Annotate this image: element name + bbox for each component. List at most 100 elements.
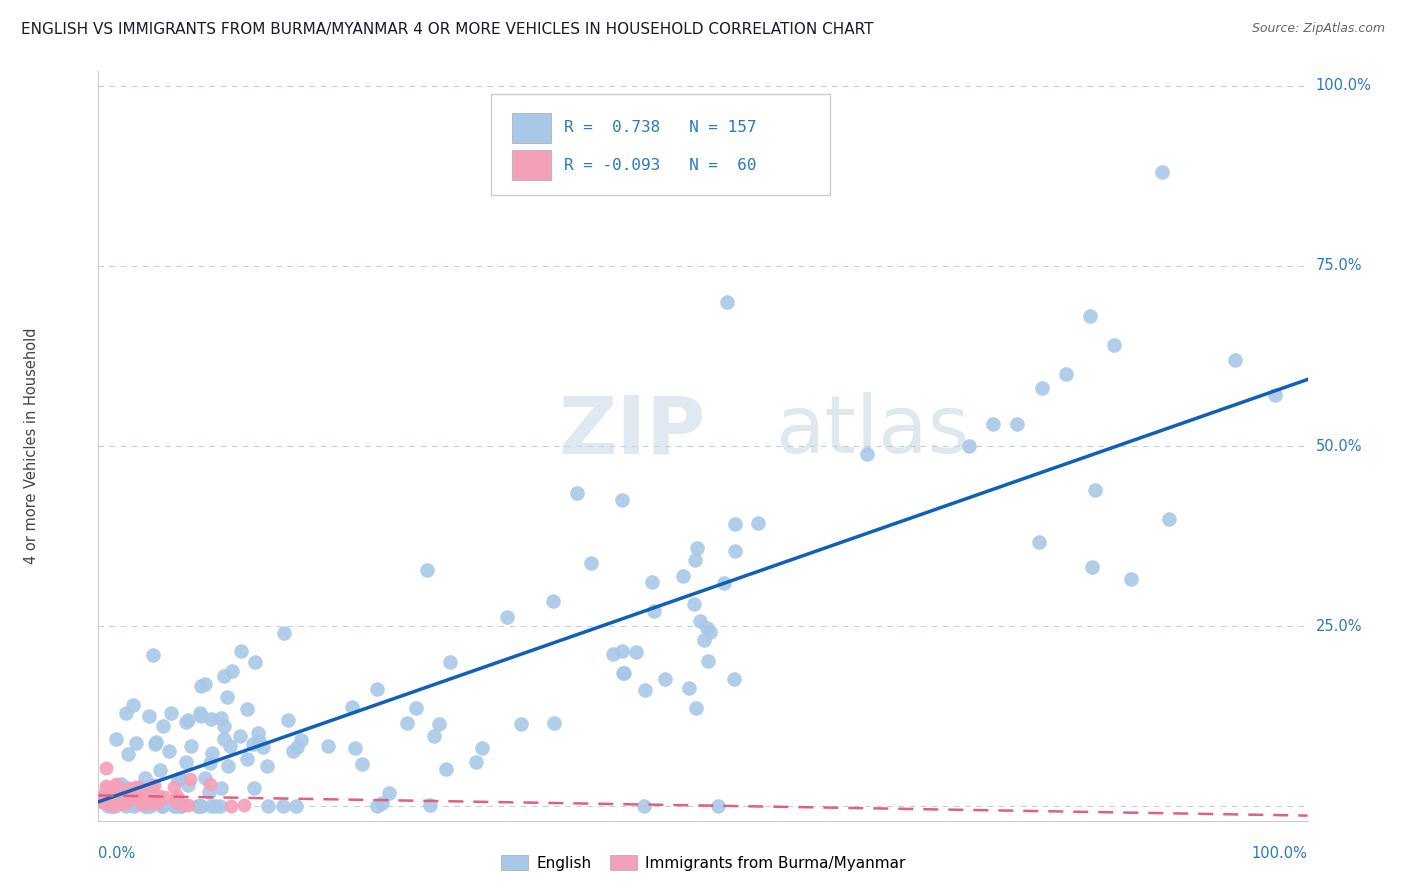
- Point: [163, 780, 186, 794]
- Point: [1102, 338, 1125, 352]
- Point: [256, 759, 278, 773]
- Point: [543, 715, 565, 730]
- Point: [91, 795, 114, 809]
- Text: 50.0%: 50.0%: [1316, 439, 1362, 453]
- Point: [134, 771, 156, 785]
- Point: [427, 717, 450, 731]
- Point: [1119, 572, 1142, 586]
- Point: [104, 732, 127, 747]
- Point: [90, 789, 112, 804]
- Point: [613, 666, 636, 681]
- Point: [190, 709, 212, 723]
- Text: 25.0%: 25.0%: [1316, 619, 1362, 633]
- Point: [190, 799, 212, 814]
- Point: [247, 734, 270, 748]
- Point: [136, 796, 159, 810]
- Point: [221, 665, 243, 679]
- Point: [212, 719, 235, 733]
- Point: [243, 655, 266, 669]
- Point: [134, 799, 156, 814]
- Point: [145, 735, 167, 749]
- Point: [405, 700, 427, 714]
- Point: [439, 655, 461, 669]
- Text: 0.0%: 0.0%: [98, 846, 135, 861]
- Point: [699, 624, 721, 639]
- Point: [101, 790, 124, 805]
- Point: [135, 796, 157, 810]
- Point: [219, 739, 242, 753]
- Point: [170, 799, 193, 814]
- Point: [496, 609, 519, 624]
- Point: [141, 780, 163, 794]
- Point: [208, 799, 231, 814]
- Point: [100, 786, 122, 800]
- Point: [112, 780, 135, 794]
- Point: [103, 797, 125, 811]
- Point: [682, 597, 704, 611]
- Point: [96, 790, 118, 805]
- Point: [696, 622, 718, 636]
- Point: [110, 776, 132, 790]
- Point: [344, 741, 367, 756]
- Point: [422, 729, 444, 743]
- Point: [200, 777, 222, 791]
- Point: [135, 789, 157, 804]
- Text: 100.0%: 100.0%: [1316, 78, 1372, 94]
- Point: [135, 792, 157, 806]
- Point: [160, 706, 183, 720]
- Point: [180, 739, 202, 754]
- Point: [121, 698, 143, 712]
- Point: [97, 796, 120, 810]
- Point: [434, 762, 457, 776]
- Point: [139, 799, 162, 814]
- Point: [285, 740, 308, 755]
- Point: [371, 796, 394, 810]
- Point: [101, 794, 124, 808]
- Point: [148, 789, 170, 803]
- Point: [93, 795, 115, 809]
- Point: [187, 799, 209, 814]
- Point: [143, 778, 166, 792]
- Point: [643, 604, 665, 618]
- Point: [101, 784, 124, 798]
- Point: [115, 799, 138, 814]
- Point: [128, 780, 150, 794]
- Point: [101, 799, 124, 814]
- Point: [103, 793, 125, 807]
- Point: [366, 682, 388, 697]
- Point: [229, 729, 252, 743]
- Text: R = -0.093   N =  60: R = -0.093 N = 60: [564, 158, 756, 172]
- Text: ZIP: ZIP: [558, 392, 706, 470]
- Point: [176, 756, 198, 770]
- Point: [981, 417, 1004, 432]
- Point: [697, 654, 720, 668]
- Point: [510, 717, 533, 731]
- Point: [194, 771, 217, 785]
- Point: [114, 782, 136, 797]
- Point: [672, 569, 695, 583]
- Point: [104, 799, 127, 814]
- Point: [633, 798, 655, 813]
- Point: [143, 737, 166, 751]
- Point: [541, 594, 564, 608]
- Point: [167, 772, 190, 786]
- Point: [138, 709, 160, 723]
- Point: [132, 795, 155, 809]
- Point: [105, 788, 128, 802]
- Point: [641, 575, 664, 590]
- Point: [167, 796, 190, 810]
- Point: [724, 517, 747, 532]
- Text: R =  0.738   N = 157: R = 0.738 N = 157: [564, 120, 756, 135]
- Point: [200, 712, 222, 726]
- Point: [471, 741, 494, 756]
- Point: [105, 789, 128, 804]
- Point: [177, 778, 200, 792]
- Legend: English, Immigrants from Burma/Myanmar: English, Immigrants from Burma/Myanmar: [495, 848, 911, 877]
- Point: [165, 799, 187, 814]
- Point: [157, 744, 180, 758]
- Point: [273, 626, 295, 640]
- Point: [179, 772, 201, 787]
- Point: [610, 644, 633, 658]
- Point: [104, 780, 127, 795]
- Text: 100.0%: 100.0%: [1251, 846, 1308, 861]
